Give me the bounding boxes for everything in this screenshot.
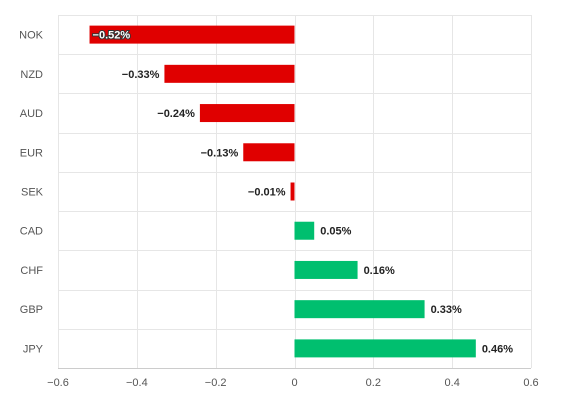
data-label-sek: −0.01% xyxy=(248,187,286,199)
data-label-gbp: 0.33% xyxy=(431,304,462,316)
bar-sek xyxy=(290,182,295,201)
x-tick-label: 0 xyxy=(291,377,297,389)
data-label-chf: 0.16% xyxy=(364,265,395,277)
bar-nok xyxy=(89,25,295,44)
x-tick-label: −0.2 xyxy=(205,377,227,389)
labels-layer: −0.6 −0.4 −0.2 0 0.2 0.4 0.6 NOK −0.52% NZD −0.33%… xyxy=(19,29,538,389)
data-label-aud: −0.24% xyxy=(157,108,195,120)
data-label-eur: −0.13% xyxy=(201,147,239,159)
category-label-nok: NOK xyxy=(19,30,44,42)
data-label-nok: −0.52% xyxy=(93,30,131,42)
bar-eur xyxy=(243,143,295,162)
category-label-nzd: NZD xyxy=(20,69,43,81)
category-label-chf: CHF xyxy=(20,265,43,277)
x-tick-label: −0.6 xyxy=(47,377,69,389)
bar-chf xyxy=(294,260,358,279)
bars-layer xyxy=(89,25,476,358)
category-label-aud: AUD xyxy=(20,108,43,120)
x-tick-label: 0.6 xyxy=(523,377,538,389)
x-tick-label: −0.4 xyxy=(126,377,148,389)
category-label-jpy: JPY xyxy=(23,343,44,355)
category-label-gbp: GBP xyxy=(20,304,43,316)
data-label-jpy: 0.46% xyxy=(482,343,513,355)
data-label-nzd: −0.33% xyxy=(122,69,160,81)
category-label-eur: EUR xyxy=(20,147,43,159)
category-label-cad: CAD xyxy=(20,226,43,238)
bar-gbp xyxy=(294,300,425,319)
bar-aud xyxy=(199,104,295,123)
bar-jpy xyxy=(294,339,476,358)
data-label-cad: 0.05% xyxy=(320,226,351,238)
x-tick-label: 0.2 xyxy=(366,377,381,389)
grid-layer xyxy=(58,15,532,369)
category-label-sek: SEK xyxy=(21,187,44,199)
bar-nzd xyxy=(164,64,295,83)
x-tick-label: 0.4 xyxy=(445,377,460,389)
bar-cad xyxy=(294,221,315,240)
